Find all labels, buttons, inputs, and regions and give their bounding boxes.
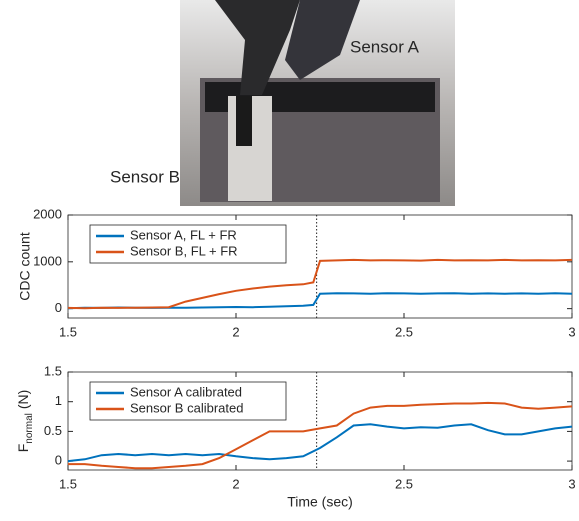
x-tick-label: 1.5 [59,476,77,491]
photo-label: Sensor B [110,167,180,186]
y-axis-label: Fnormal (N) [15,390,35,453]
y-tick-label: 0.5 [44,423,62,438]
x-tick-label: 2.5 [395,476,413,491]
y-tick-label: 1.5 [44,363,62,378]
y-tick-label: 1 [55,393,62,408]
legend-label: Sensor A, FL + FR [130,227,237,242]
y-tick-label: 2000 [33,206,62,221]
photo [180,0,455,206]
y-axis-label-part: normal [24,413,35,444]
x-tick-label: 1.5 [59,324,77,339]
y-axis-label: CDC count [17,232,33,301]
x-tick-label: 3 [568,324,575,339]
x-tick-label: 2.5 [395,324,413,339]
legend-box [89,381,287,421]
y-tick-label: 0 [55,453,62,468]
y-tick-label: 1000 [33,253,62,268]
series-line [68,401,573,470]
x-tick-label: 3 [568,476,575,491]
series-line [67,423,573,463]
legend-box [89,224,287,264]
y-axis-label-part: F [15,444,31,453]
legend-label: Sensor B calibrated [130,400,243,415]
photo-label: Sensor A [350,37,420,56]
x-axis-label: Time (sec) [287,494,353,510]
series-line [67,258,573,310]
y-tick-label: 0 [55,300,62,315]
x-tick-label: 2 [232,476,239,491]
x-tick-label: 2 [232,324,239,339]
y-axis-label-part: (N) [15,390,31,409]
legend-label: Sensor B, FL + FR [130,243,238,258]
legend-label: Sensor A calibrated [130,384,242,399]
